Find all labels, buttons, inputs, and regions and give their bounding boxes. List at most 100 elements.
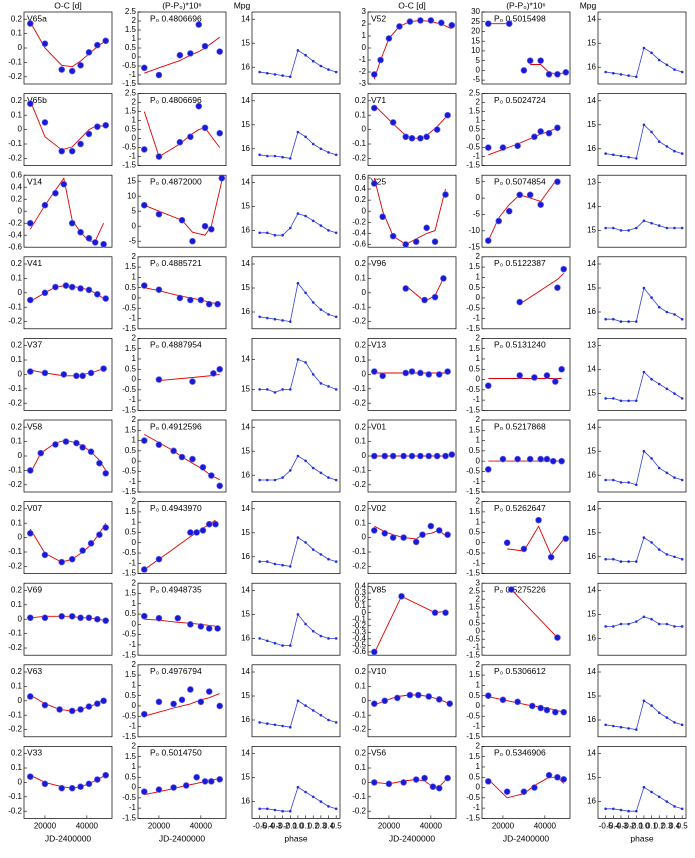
y-tick-label: 16 <box>241 715 250 724</box>
data-point <box>673 149 676 153</box>
data-point <box>140 566 148 573</box>
panel: 14 15 16 <box>587 582 687 656</box>
panel: 14 15 16 Mpg <box>234 0 341 85</box>
plot-area <box>258 49 338 79</box>
y-tick-label: 2 <box>476 252 481 261</box>
y-tick-label: 2 <box>132 98 137 107</box>
data-point <box>140 64 148 72</box>
plot-area <box>26 613 110 624</box>
y-tick-label: 16 <box>587 307 596 316</box>
data-point <box>85 130 93 138</box>
y-tick-label: 0.2 <box>355 259 367 268</box>
fit-curve <box>158 373 220 382</box>
data-point <box>545 771 553 779</box>
y-tick-label: 2.5 <box>125 7 137 16</box>
data-point <box>634 399 638 403</box>
data-point <box>520 788 528 795</box>
data-point <box>258 153 261 157</box>
y-tick-label: -0.2 <box>8 154 22 163</box>
data-point <box>26 20 34 27</box>
y-tick-label: -0.5 <box>466 143 480 152</box>
data-point <box>634 483 638 487</box>
y-tick-label: 14 <box>241 178 250 187</box>
y-tick-label: 0.1 <box>11 682 23 691</box>
y-tick-label: 1 <box>132 680 137 689</box>
y-tick-label: 14 <box>587 259 596 268</box>
data-point <box>319 147 323 151</box>
data-point <box>627 622 630 626</box>
panel-title: V71 <box>371 95 386 105</box>
y-tick-label: 1 <box>476 610 481 619</box>
data-point <box>673 555 676 559</box>
plot-frame <box>481 256 571 330</box>
data-point <box>258 721 261 724</box>
panel: 14 15 16 <box>241 174 341 248</box>
data-point <box>199 464 207 471</box>
data-point <box>673 721 676 724</box>
y-tick-label: 0.1 <box>11 29 23 38</box>
y-tick-label: -15 <box>468 242 480 251</box>
data-point <box>612 153 615 157</box>
panel: -1.5 -1-0.500.5 11.52 P₀ 0.5262647 <box>466 497 571 578</box>
y-tick-label: -0.2 <box>8 562 22 571</box>
data-point <box>218 175 226 182</box>
y-tick-label: -1 <box>129 395 137 404</box>
y-tick-label: 1.5 <box>125 425 137 434</box>
data-point <box>665 63 669 67</box>
data-point <box>396 23 403 30</box>
y-tick-label: -5 <box>473 75 481 84</box>
data-point <box>604 807 607 811</box>
data-point <box>94 123 101 131</box>
data-point <box>604 557 607 561</box>
plot-area <box>484 692 568 716</box>
y-tick-label: 14 <box>241 422 250 431</box>
y-tick-label: -0.3 <box>352 627 366 636</box>
y-tick-label: 15 <box>587 610 596 619</box>
y-tick-label: 0.4 <box>355 184 367 193</box>
y-tick-label: 14 <box>241 667 250 676</box>
y-tick-label: -1 <box>129 558 137 567</box>
plot-area <box>402 275 447 304</box>
data-point <box>155 71 163 79</box>
y-tick-label: 0 <box>132 456 137 465</box>
data-point <box>642 370 646 374</box>
plot-area <box>258 212 338 237</box>
data-point <box>197 623 205 630</box>
y-tick-label: -0.1 <box>352 302 366 311</box>
data-point <box>41 289 49 297</box>
data-point <box>140 282 148 289</box>
x-tick-label: 40000 <box>190 822 213 831</box>
y-tick-label: 0 <box>362 125 367 134</box>
plot-area <box>140 175 226 245</box>
data-point <box>60 180 68 188</box>
data-point <box>258 560 261 563</box>
light-curve <box>259 213 337 236</box>
plot-area <box>140 434 224 490</box>
data-point <box>281 319 284 322</box>
plot-area <box>604 219 684 232</box>
y-tick-label: -0.2 <box>352 317 366 326</box>
data-point <box>311 629 315 633</box>
data-point <box>673 313 676 316</box>
data-point <box>516 298 524 306</box>
data-point <box>444 368 451 375</box>
data-point <box>79 547 86 554</box>
panel: -1.5 -1-0.50 0.511.52 P₀ 0.5131240 <box>466 334 571 415</box>
x-axis-label: phase <box>630 834 653 844</box>
y-tick-label: -0.4 <box>8 230 22 239</box>
data-point <box>311 219 315 223</box>
panel-title: P₀ 0.5346906 <box>494 748 546 758</box>
fit-curve <box>29 439 107 474</box>
data-point <box>642 219 646 223</box>
y-tick-label: 0 <box>18 778 23 787</box>
data-point <box>96 459 103 467</box>
y-tick-label: 0 <box>18 288 23 297</box>
panel-title: V96 <box>371 258 386 268</box>
data-point <box>58 558 66 566</box>
light-curve <box>605 616 683 627</box>
data-point <box>402 369 410 377</box>
y-tick-label: -0.2 <box>352 725 366 734</box>
plot-frame <box>251 746 341 819</box>
plot-area <box>503 516 570 561</box>
data-point <box>484 466 492 473</box>
